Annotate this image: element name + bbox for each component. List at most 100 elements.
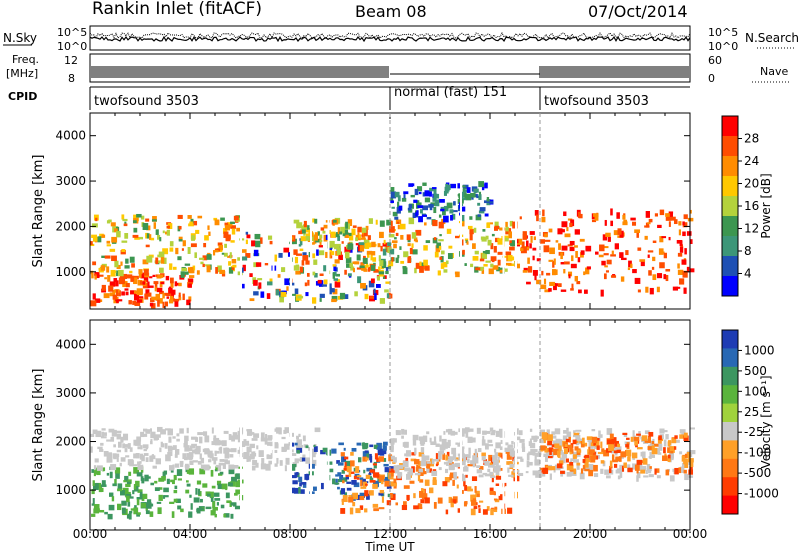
heatmap-cell (449, 472, 455, 479)
heatmap-cell (184, 445, 190, 452)
heatmap-cell (176, 433, 180, 437)
heatmap-cell (471, 197, 474, 200)
heatmap-cell (401, 197, 407, 202)
heatmap-cell (492, 265, 499, 270)
heatmap-cell (576, 280, 581, 285)
heatmap-cell (340, 508, 346, 514)
heatmap-cell (414, 459, 420, 465)
heatmap-cell (345, 251, 350, 259)
heatmap-cell (331, 448, 337, 454)
heatmap-cell (112, 294, 118, 300)
heatmap-cell (453, 471, 457, 478)
heatmap-cell (552, 449, 556, 452)
heatmap-cell (249, 443, 255, 449)
heatmap-cell (367, 235, 371, 241)
heatmap-cell (485, 249, 490, 255)
heatmap-cell (587, 463, 594, 470)
heatmap-cell (489, 490, 496, 495)
heatmap-cell (417, 205, 424, 209)
heatmap-cell (216, 502, 219, 506)
heatmap-cell (90, 446, 93, 453)
heatmap-cell (190, 243, 197, 248)
heatmap-cell (579, 472, 585, 480)
heatmap-cell (689, 427, 695, 430)
heatmap-cell (401, 428, 405, 435)
heatmap-cell (110, 436, 115, 442)
heatmap-cell (663, 447, 666, 454)
heatmap-cell (116, 264, 121, 269)
heatmap-cell (139, 493, 143, 500)
heatmap-cell (515, 428, 519, 435)
colorbar-tick-label: -25 (744, 425, 764, 439)
heatmap-cell (379, 220, 385, 227)
heatmap-cell (475, 267, 481, 271)
nsky-panel: N.Sky 10^5 10^0 10^5 10^0 N.Search (3, 25, 799, 53)
heatmap-cell (541, 216, 546, 223)
heatmap-cell (362, 481, 367, 487)
heatmap-cell (253, 279, 258, 286)
heatmap-cell (118, 290, 121, 297)
heatmap-cell (390, 455, 395, 460)
heatmap-cell (300, 489, 305, 494)
heatmap-cell (166, 296, 170, 299)
heatmap-cell (623, 433, 628, 438)
heatmap-cell (267, 435, 272, 441)
heatmap-cell (291, 488, 295, 491)
heatmap-cell (398, 472, 402, 478)
heatmap-cell (413, 493, 416, 499)
heatmap-cell (312, 218, 315, 223)
heatmap-cell (106, 452, 113, 459)
heatmap-cell (98, 269, 104, 273)
heatmap-cell (573, 459, 579, 463)
heatmap-cell (356, 442, 362, 446)
heatmap-cell (386, 293, 390, 299)
heatmap-cell (106, 266, 110, 273)
heatmap-cell (485, 260, 491, 263)
heatmap-cell (217, 483, 223, 490)
heatmap-cell (657, 224, 662, 228)
heatmap-cell (448, 462, 454, 466)
heatmap-cell (539, 473, 546, 477)
heatmap-cell (460, 458, 464, 464)
heatmap-cell (146, 499, 152, 505)
heatmap-cell (230, 240, 235, 243)
heatmap-cell (424, 497, 430, 504)
heatmap-cell (619, 464, 624, 472)
heatmap-cell (395, 232, 399, 237)
heatmap-cell (337, 486, 340, 490)
heatmap-cell (497, 239, 504, 245)
heatmap-cell (595, 251, 599, 255)
heatmap-cell (296, 222, 303, 229)
heatmap-cell (199, 508, 204, 511)
heatmap-cell (379, 298, 385, 304)
heatmap-cell (106, 458, 113, 463)
heatmap-cell (348, 494, 352, 498)
heatmap-cell (342, 495, 348, 503)
heatmap-cell (577, 449, 582, 453)
heatmap-cell (132, 490, 135, 495)
heatmap-cell (507, 507, 513, 514)
heatmap-cell (569, 461, 574, 466)
heatmap-cell (125, 282, 130, 288)
heatmap-cell (177, 256, 182, 261)
heatmap-cell (236, 227, 242, 232)
heatmap-cell (292, 480, 298, 485)
heatmap-cell (497, 238, 502, 241)
heatmap-cell (684, 473, 689, 481)
heatmap-cell (439, 256, 443, 260)
heatmap-cell (564, 443, 568, 448)
heatmap-cell (292, 293, 297, 296)
heatmap-cell (117, 299, 123, 302)
heatmap-cell (369, 453, 372, 461)
heatmap-cell (668, 211, 674, 214)
time-tick-label: 08:00 (273, 527, 308, 541)
heatmap-cell (433, 193, 440, 199)
heatmap-cell (613, 450, 618, 454)
heatmap-cell (404, 429, 407, 435)
heatmap-cell (509, 220, 513, 227)
heatmap-cell (206, 254, 212, 260)
heatmap-cell (365, 474, 371, 480)
heatmap-cell (216, 450, 220, 454)
heatmap-cell (436, 461, 439, 466)
nsky-trace (89, 31, 691, 43)
